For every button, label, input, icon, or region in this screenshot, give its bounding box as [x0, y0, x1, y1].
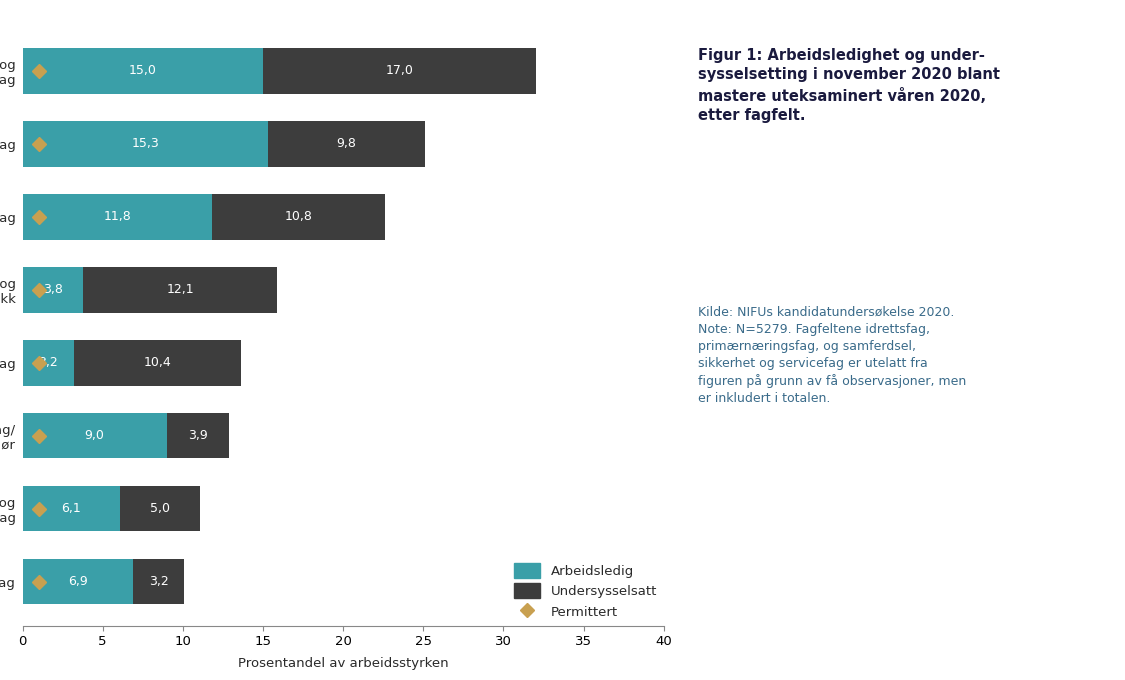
- Bar: [22, 121, 268, 167]
- Text: 10,4: 10,4: [143, 356, 171, 369]
- Text: 5,0: 5,0: [151, 503, 170, 515]
- Bar: [22, 340, 74, 386]
- Text: 6,1: 6,1: [62, 503, 81, 515]
- Bar: [212, 194, 385, 239]
- Text: 15,3: 15,3: [132, 137, 159, 150]
- Legend: Arbeidsledig, Undersysselsatt, Permittert: Arbeidsledig, Undersysselsatt, Permitter…: [514, 563, 657, 619]
- Text: 10,8: 10,8: [285, 210, 312, 224]
- Bar: [74, 340, 241, 386]
- Text: Figur 1: Arbeidsledighet og under-
sysselsetting i november 2020 blant
mastere u: Figur 1: Arbeidsledighet og under- sysse…: [698, 48, 999, 123]
- Bar: [268, 121, 425, 167]
- Text: 9,0: 9,0: [84, 429, 105, 443]
- Text: 3,2: 3,2: [38, 356, 58, 369]
- Bar: [22, 413, 166, 458]
- Bar: [22, 48, 263, 94]
- Bar: [166, 413, 230, 458]
- Bar: [22, 194, 212, 239]
- Bar: [263, 48, 536, 94]
- Text: 15,0: 15,0: [128, 65, 156, 78]
- Text: Kilde: NIFUs kandidatundersøkelse 2020.
Note: N=5279. Fagfeltene idrettsfag,
pri: Kilde: NIFUs kandidatundersøkelse 2020. …: [698, 306, 965, 405]
- Bar: [133, 559, 184, 605]
- Bar: [22, 267, 83, 313]
- Text: 3,9: 3,9: [188, 429, 208, 443]
- Text: 3,8: 3,8: [43, 284, 63, 296]
- Bar: [22, 559, 133, 605]
- X-axis label: Prosentandel av arbeidsstyrken: Prosentandel av arbeidsstyrken: [237, 657, 449, 670]
- Text: 6,9: 6,9: [68, 575, 88, 588]
- Bar: [22, 486, 120, 532]
- Text: 9,8: 9,8: [336, 137, 357, 150]
- Text: 17,0: 17,0: [385, 65, 413, 78]
- Bar: [83, 267, 278, 313]
- Text: 12,1: 12,1: [166, 284, 195, 296]
- Text: 3,2: 3,2: [148, 575, 169, 588]
- Bar: [120, 486, 200, 532]
- Text: 11,8: 11,8: [104, 210, 130, 224]
